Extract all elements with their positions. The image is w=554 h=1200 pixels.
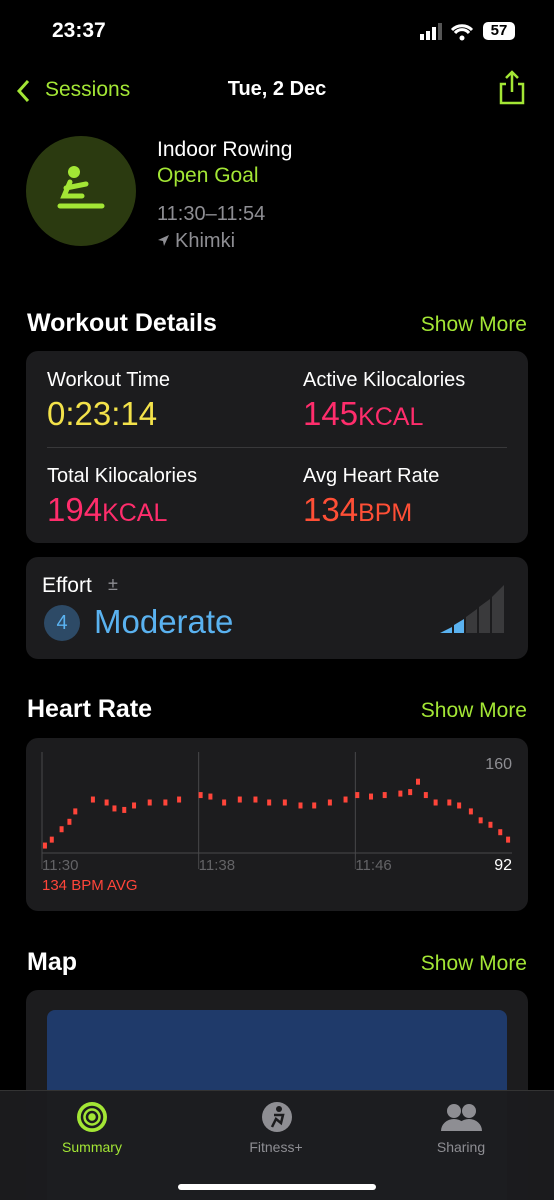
battery: 57 (483, 22, 515, 40)
heart-rate-sample (132, 802, 137, 809)
heart-rate-sample (67, 818, 72, 825)
heart-rate-sample (408, 789, 413, 796)
metric-label: Active Kilocalories (303, 369, 466, 391)
tab-bar: Summary Fitness+ Sharing (0, 1090, 554, 1200)
heart-rate-sample (90, 796, 95, 803)
x-tick-label: 11:30 (42, 857, 78, 874)
heart-rate-sample (488, 821, 493, 828)
metric-unit: KCAL (102, 499, 168, 527)
heart-rate-sample (198, 792, 203, 799)
metric: 194KCAL (47, 491, 167, 529)
tab-icon (77, 1102, 107, 1132)
tab[interactable]: Fitness+ (249, 1139, 303, 1155)
divider (47, 447, 507, 448)
metric-value: 145 (303, 395, 359, 432)
workout-location: Khimki (175, 230, 236, 252)
heart-rate-sample (177, 796, 182, 803)
heart-rate-sample (59, 826, 64, 833)
home-indicator (178, 1184, 376, 1190)
nav-title: Tue, 2 Dec (227, 78, 327, 100)
workout-time-range: 11:30–11:54 (157, 203, 266, 225)
metric: 134BPM (303, 491, 412, 529)
heart-rate-card[interactable] (26, 738, 528, 911)
heart-rate-sample (104, 799, 109, 806)
heart-rate-chart: 11:30 11:38 11:46 92 160 (41, 752, 512, 874)
tab-icon (441, 1104, 482, 1131)
metric-label: Total Kilocalories (47, 465, 198, 487)
back-button[interactable]: Sessions (45, 78, 131, 101)
heart-rate-sample (267, 799, 272, 806)
heart-rate-sample (73, 808, 78, 815)
effort-meter (440, 585, 504, 633)
tab[interactable]: Summary (62, 1139, 122, 1155)
effort-text: Moderate (94, 603, 234, 640)
effort-label: Effort (42, 574, 92, 597)
heart-rate-sample (42, 842, 47, 849)
tab[interactable]: Sharing (436, 1139, 486, 1155)
heart-rate-sample (423, 792, 428, 799)
heart-rate-sample (237, 796, 242, 803)
heart-rate-sample (478, 817, 483, 824)
heart-rate-sample (382, 792, 387, 799)
y-tick-label: 92 (494, 857, 512, 874)
details-card: Workout Time 0:23:14 Active Kilocalories… (26, 351, 528, 543)
heart-rate-sample (147, 799, 152, 806)
heart-rate-sample (122, 806, 127, 813)
heart-rate-sample (398, 790, 403, 797)
metric-label: Workout Time (47, 369, 170, 391)
metric-value: 194 (47, 491, 103, 528)
heart-rate-sample (447, 799, 452, 806)
heart-rate-sample (282, 799, 287, 806)
section-title: Heart Rate (27, 695, 153, 723)
status-icons (420, 23, 474, 41)
heart-rate-sample (457, 802, 462, 809)
heart-rate-sample (163, 799, 168, 806)
x-tick-label: 11:38 (199, 857, 235, 874)
back-chevron[interactable] (14, 78, 34, 104)
heart-rate-sample (506, 836, 511, 843)
show-more[interactable]: Show More (420, 952, 527, 975)
heart-rate-sample (327, 799, 332, 806)
heart-rate-summary: 134 BPM AVG (42, 877, 138, 894)
location-arrow (158, 235, 169, 246)
heart-rate-sample (112, 805, 117, 812)
show-more[interactable]: Show More (420, 313, 527, 336)
heart-rate-sample (416, 778, 420, 785)
workout-icon (26, 136, 136, 246)
metric-unit: KCAL (358, 403, 424, 431)
heart-rate-sample (355, 792, 360, 799)
section-title: Map (27, 948, 77, 976)
heart-rate-sample (343, 796, 348, 803)
heart-rate-sample (49, 836, 54, 843)
y-tick-label: 160 (485, 756, 512, 773)
share-button[interactable] (497, 70, 527, 106)
heart-rate-sample (433, 799, 438, 806)
workout-name: Indoor Rowing (157, 138, 293, 161)
heart-rate-sample (369, 793, 373, 800)
effort-level: 4 (44, 605, 80, 641)
metric: 145KCAL (303, 395, 423, 433)
heart-rate-sample (312, 802, 317, 809)
x-tick-label: 11:46 (355, 857, 391, 874)
effort-card[interactable]: Effort ± 4 Moderate (26, 557, 528, 659)
metric-unit: BPM (358, 499, 413, 527)
effort-symbol: ± (108, 574, 118, 594)
tab-icon (262, 1102, 292, 1132)
metric-value: 134 (303, 491, 359, 528)
section-title: Workout Details (27, 309, 217, 337)
workout-goal: Open Goal (157, 164, 259, 187)
heart-rate-sample (498, 829, 503, 836)
heart-rate-sample (208, 793, 213, 800)
metric-label: Avg Heart Rate (303, 465, 440, 487)
heart-rate-sample (222, 799, 227, 806)
heart-rate-sample (253, 796, 258, 803)
heart-rate-sample (298, 802, 303, 809)
heart-rate-sample (468, 808, 473, 815)
status-time: 23:37 (52, 19, 106, 42)
metric-value: 0:23:14 (47, 395, 158, 432)
show-more[interactable]: Show More (420, 699, 527, 722)
